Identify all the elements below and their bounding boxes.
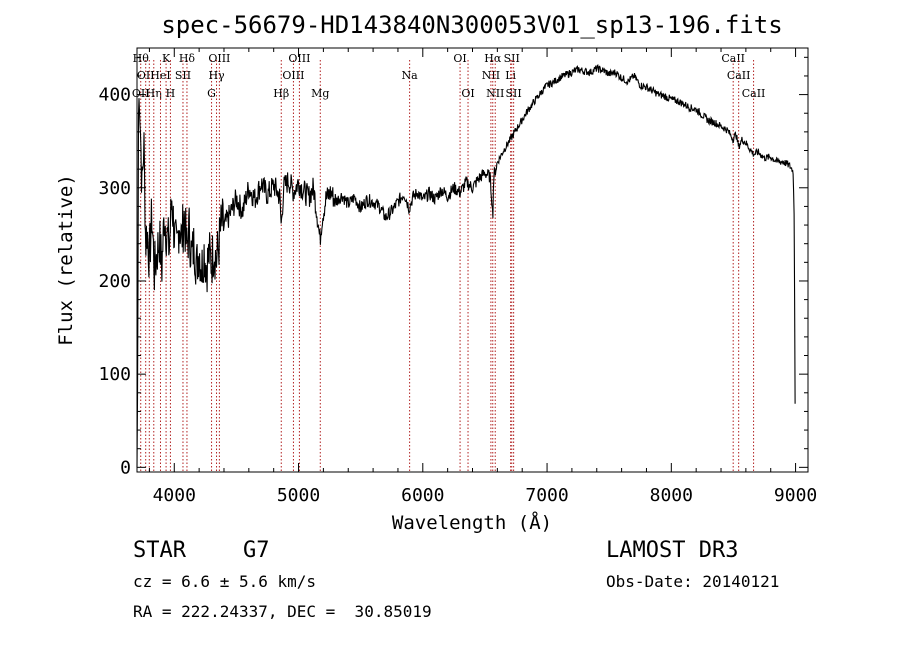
line-marker-label: Hδ (179, 52, 196, 65)
spectrum-series (136, 64, 796, 468)
line-marker-label: HeI (150, 69, 170, 82)
line-marker-label: NII (482, 69, 500, 82)
line-marker-label: OI (461, 87, 474, 100)
line-marker-label: Hγ (208, 69, 225, 82)
obs-date-text: Obs-Date: 20140121 (606, 572, 780, 591)
line-marker-label: Hη (146, 87, 162, 100)
line-marker-label: SII (175, 69, 191, 82)
line-markers: HθOIIOIIHηHeIKHSIIHδGHγOIIIHβOIIIOIIIMgN… (132, 52, 766, 472)
line-marker-label: CaII (742, 87, 766, 100)
x-axis-label: Wavelength (Å) (392, 511, 552, 534)
y-tick-label: 300 (98, 178, 131, 199)
line-marker-label: H (166, 87, 176, 100)
y-tick-label: 400 (98, 85, 131, 106)
survey-label: LAMOST DR3 (606, 538, 739, 563)
y-tick-label: 200 (98, 271, 131, 292)
object-class: STAR (133, 538, 186, 563)
spectrum-line (136, 64, 796, 468)
line-marker-label: OIII (282, 69, 304, 82)
chart-title: spec-56679-HD143840N300053V01_sp13-196.f… (161, 11, 782, 39)
x-tick-label: 7000 (525, 485, 568, 506)
coordinates-text: RA = 222.24337, DEC = 30.85019 (133, 602, 432, 621)
x-tick-label: 8000 (650, 485, 693, 506)
line-marker-label: Hα (484, 52, 502, 65)
y-tick-label: 0 (120, 457, 131, 478)
line-marker-label: NII (486, 87, 504, 100)
x-tick-label: 9000 (774, 485, 817, 506)
x-tick-label: 6000 (401, 485, 444, 506)
line-marker-label: Na (402, 69, 419, 82)
y-tick-label: 100 (98, 364, 131, 385)
line-marker-label: OIII (288, 52, 310, 65)
x-axis: 4000 5000 6000 7000 8000 9000 (148, 48, 817, 506)
line-marker-label: OII (132, 87, 150, 100)
x-tick-label: 4000 (153, 485, 196, 506)
line-marker-label: CaII (721, 52, 745, 65)
line-marker-label: Hθ (133, 52, 150, 65)
line-marker-label: Hβ (273, 87, 289, 100)
y-axis-label: Flux (relative) (55, 174, 77, 346)
line-marker-label: G (207, 87, 216, 100)
line-marker-label: OI (453, 52, 466, 65)
plot-frame (136, 47, 809, 473)
line-marker-label: OII (137, 69, 155, 82)
line-marker-label: Mg (311, 87, 329, 100)
line-marker-label: CaII (727, 69, 751, 82)
object-subclass: G7 (243, 538, 270, 563)
line-marker-label: Li (505, 69, 516, 82)
line-marker-label: OIII (208, 52, 230, 65)
line-marker-label: SII (504, 52, 520, 65)
redshift-text: cz = 6.6 ± 5.6 km/s (133, 572, 317, 591)
x-tick-label: 5000 (277, 485, 320, 506)
line-marker-label: K (162, 52, 171, 65)
line-marker-label: SII (506, 87, 522, 100)
y-axis: 0 100 200 300 400 (98, 56, 808, 478)
